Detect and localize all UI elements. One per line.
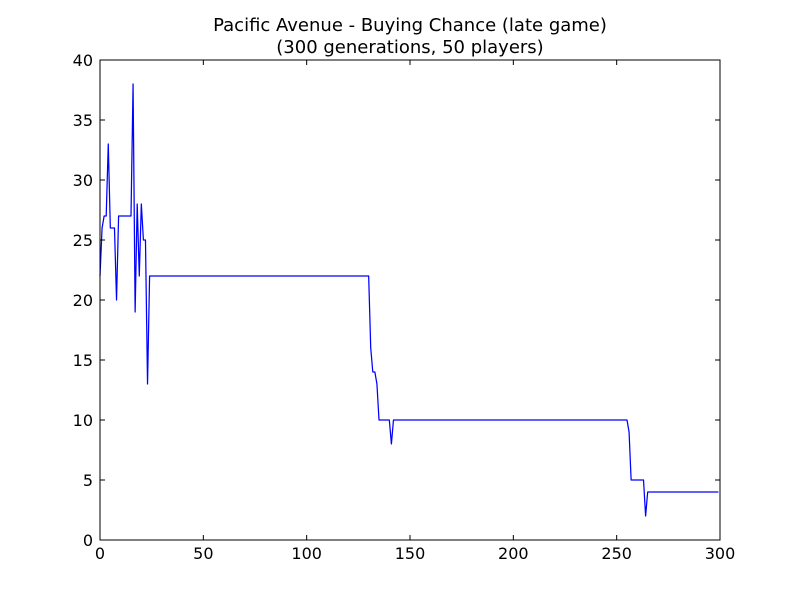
y-tick-label-7: 35 [73,111,93,130]
chart-subtitle: (300 generations, 50 players) [276,37,543,58]
tick-labels-layer: 0 50 100 150 200 250 300 0 5 10 15 20 25 30 35 40 [73,51,736,563]
chart-title: Pacific Avenue - Buying Chance (late gam… [213,15,607,36]
x-tick-label-4: 200 [498,544,529,563]
ticks-layer [99,59,721,541]
y-tick-label-6: 30 [73,171,93,190]
series-line [99,83,719,517]
x-tick-label-1: 50 [193,544,213,563]
x-tick-label-6: 300 [705,544,736,563]
x-tick-label-0: 0 [95,544,105,563]
x-tick-label-5: 250 [601,544,632,563]
y-tick-label-4: 20 [73,291,93,310]
y-tick-label-8: 40 [73,51,93,70]
y-tick-label-2: 10 [73,411,93,430]
y-tick-label-1: 5 [83,471,93,490]
x-tick-label-2: 100 [291,544,322,563]
y-tick-label-5: 25 [73,231,93,250]
x-tick-label-3: 150 [395,544,426,563]
plot-frame [99,59,721,541]
y-tick-label-3: 15 [73,351,93,370]
plot-layer [99,83,719,517]
y-tick-label-0: 0 [83,531,93,550]
